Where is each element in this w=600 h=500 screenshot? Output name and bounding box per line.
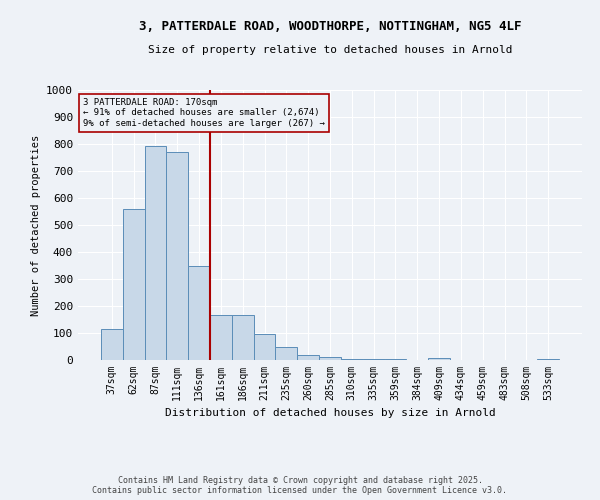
Bar <box>166 152 188 360</box>
Y-axis label: Number of detached properties: Number of detached properties <box>31 134 41 316</box>
Bar <box>341 358 363 360</box>
Text: 3 PATTERDALE ROAD: 170sqm
← 91% of detached houses are smaller (2,674)
9% of sem: 3 PATTERDALE ROAD: 170sqm ← 91% of detac… <box>83 98 325 128</box>
Bar <box>123 209 145 360</box>
Bar <box>254 334 275 360</box>
X-axis label: Distribution of detached houses by size in Arnold: Distribution of detached houses by size … <box>164 408 496 418</box>
Bar <box>232 316 254 360</box>
Text: 3, PATTERDALE ROAD, WOODTHORPE, NOTTINGHAM, NG5 4LF: 3, PATTERDALE ROAD, WOODTHORPE, NOTTINGH… <box>139 20 521 33</box>
Bar <box>210 316 232 360</box>
Text: Size of property relative to detached houses in Arnold: Size of property relative to detached ho… <box>148 45 512 55</box>
Bar <box>297 355 319 360</box>
Bar <box>188 266 210 360</box>
Bar <box>537 359 559 360</box>
Bar <box>275 346 297 360</box>
Bar <box>428 358 450 360</box>
Bar <box>101 330 123 360</box>
Text: Contains HM Land Registry data © Crown copyright and database right 2025.
Contai: Contains HM Land Registry data © Crown c… <box>92 476 508 495</box>
Bar <box>145 146 166 360</box>
Bar <box>319 357 341 360</box>
